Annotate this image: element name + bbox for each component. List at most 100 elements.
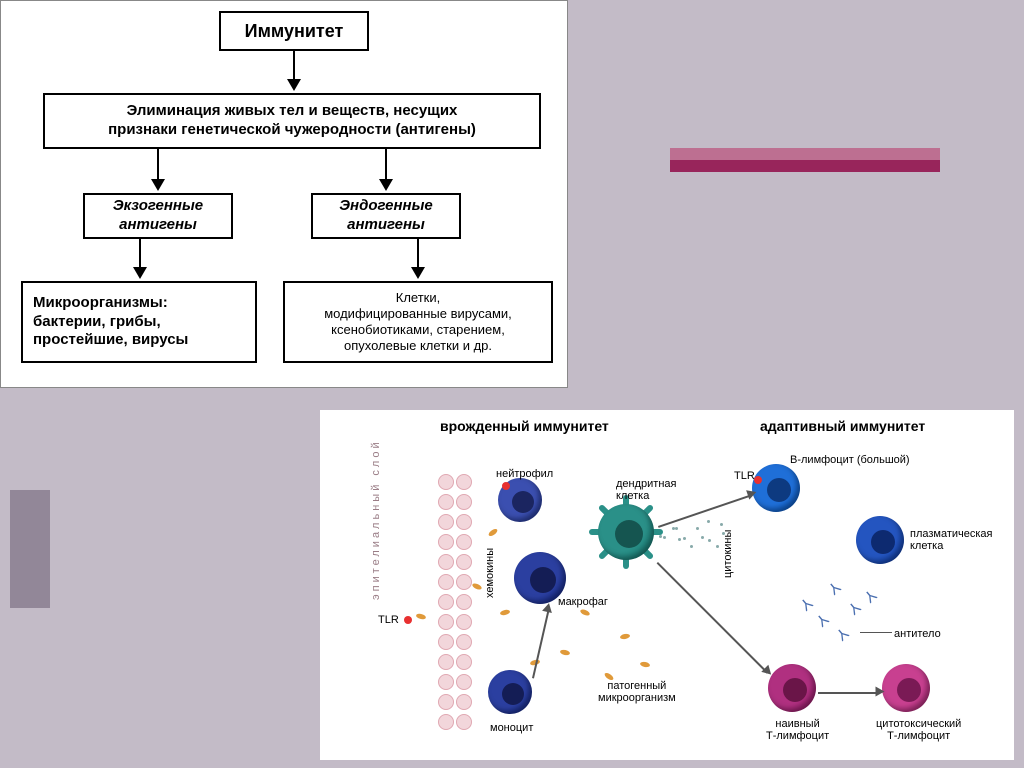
cytokine-dot-icon [716, 545, 719, 548]
epithelial-cell-icon [438, 574, 454, 590]
chemokines-label: хемокины [484, 548, 496, 598]
naive_t-nucleus-icon [783, 678, 807, 702]
epithelial-cell-icon [438, 654, 454, 670]
pathogen-label: патогенный микроорганизм [598, 680, 676, 704]
epithelial-cell-icon [438, 514, 454, 530]
diagram-arrow-line [657, 562, 768, 673]
tlr-icon [754, 476, 762, 484]
antibody-icon: Y [795, 593, 815, 614]
cytotoxic_t-nucleus-icon [897, 678, 921, 702]
cytokine-dot-icon [663, 536, 666, 539]
epithelial-cell-icon [456, 474, 472, 490]
diagram-arrow-line [818, 692, 880, 694]
plasma-nucleus-icon [871, 530, 895, 554]
antibody-leader-line [860, 632, 892, 633]
flow-node-endo: Эндогенные антигены [311, 193, 461, 239]
cytokine-dot-icon [696, 527, 699, 530]
epithelial-cell-icon [456, 614, 472, 630]
flow-arrow-line [293, 51, 295, 81]
epithelial-cell-icon [438, 694, 454, 710]
antibody-label: антитело [894, 628, 941, 640]
flowchart-panel: Иммунитет Элиминация живых тел и веществ,… [0, 0, 568, 388]
antibody-icon: Y [823, 577, 843, 598]
b_lymph-nucleus-icon [767, 478, 791, 502]
diagram-arrow-line [532, 608, 549, 678]
epithelial-cell-icon [438, 674, 454, 690]
cytokine-dot-icon [707, 520, 710, 523]
cytokine-dot-icon [683, 537, 686, 540]
diagram-arrow-head [876, 687, 885, 697]
epithelial-cell-icon [438, 614, 454, 630]
antibody-icon: Y [859, 585, 879, 606]
innate-immunity-title: врожденный иммунитет [440, 418, 609, 434]
accent-bar-top [670, 148, 940, 160]
cytokine-dot-icon [672, 527, 675, 530]
diagram-arrow-head [542, 602, 554, 613]
neutrophil-nucleus-icon [512, 491, 534, 513]
cytokine-dot-icon [675, 527, 678, 530]
monocyte-label: моноцит [490, 722, 533, 734]
antibody-icon: Y [811, 609, 831, 630]
pathogen-icon [487, 528, 498, 538]
epithelial-cell-icon [438, 594, 454, 610]
epithelial-cell-icon [438, 634, 454, 650]
flow-arrow-head [151, 179, 165, 191]
tlr-icon [404, 616, 412, 624]
cytokine-dot-icon [678, 538, 681, 541]
epithelial-cell-icon [456, 534, 472, 550]
cytotoxic_t-label: цитотоксический Т-лимфоцит [876, 718, 961, 742]
epithelial-cell-icon [456, 674, 472, 690]
flow-arrow-line [417, 239, 419, 269]
flow-arrow-line [385, 149, 387, 181]
tlr-label: TLR [378, 614, 399, 626]
flow-arrow-head [379, 179, 393, 191]
pathogen-icon [416, 613, 427, 620]
flow-node-cells: Клетки, модифицированные вирусами, ксено… [283, 281, 553, 363]
dendritic-nucleus-icon [615, 520, 643, 548]
adaptive-immunity-title: адаптивный иммунитет [760, 418, 925, 434]
antibody-icon: Y [831, 623, 851, 644]
cytokine-dot-icon [701, 536, 704, 539]
antibody-icon: Y [843, 597, 863, 618]
flow-arrow-head [287, 79, 301, 91]
flow-arrow-head [411, 267, 425, 279]
epithelial-cell-icon [438, 474, 454, 490]
epithelial-cell-icon [456, 514, 472, 530]
plasma-label: плазматическая клетка [910, 528, 993, 552]
epithelial-cell-icon [438, 494, 454, 510]
pathogen-icon [579, 608, 590, 617]
immune-diagram-panel: врожденный иммунитет адаптивный иммунитет… [320, 410, 1014, 760]
flow-node-elim: Элиминация живых тел и веществ, несущих … [43, 93, 541, 149]
epithelial-cell-icon [456, 594, 472, 610]
pathogen-icon [640, 661, 651, 668]
pathogen-icon [471, 582, 482, 591]
pathogen-icon [620, 633, 631, 640]
cytokine-dot-icon [659, 535, 662, 538]
neutrophil-label: нейтрофил [496, 468, 553, 480]
cytokine-dot-icon [720, 523, 723, 526]
flow-node-micro: Микроорганизмы: бактерии, грибы, простей… [21, 281, 257, 363]
flow-arrow-head [133, 267, 147, 279]
epithelial-cell-icon [456, 554, 472, 570]
macrophage-label: макрофаг [558, 596, 608, 608]
cytokine-dot-icon [708, 539, 711, 542]
epithelial-cell-icon [456, 654, 472, 670]
accent-bar-bottom [670, 160, 940, 172]
accent-bars [670, 148, 940, 172]
epithelial-layer-label: эпителиальный слой [370, 439, 382, 600]
epithelial-cell-icon [456, 694, 472, 710]
pathogen-icon [560, 649, 571, 656]
epithelial-cell-icon [438, 714, 454, 730]
decorative-block [10, 490, 50, 608]
cytokines-label: цитокины [722, 530, 734, 578]
epithelial-cell-icon [438, 534, 454, 550]
b_lymph-label: В-лимфоцит (большой) [790, 454, 910, 466]
epithelial-cell-icon [438, 554, 454, 570]
flow-node-root: Иммунитет [219, 11, 369, 51]
monocyte-nucleus-icon [502, 683, 524, 705]
tlr-icon [502, 482, 510, 490]
flow-node-exo: Экзогенные антигены [83, 193, 233, 239]
dendritic-label: дендритная клетка [616, 478, 676, 502]
naive_t-label: наивный Т-лимфоцит [766, 718, 829, 742]
flow-arrow-line [157, 149, 159, 181]
